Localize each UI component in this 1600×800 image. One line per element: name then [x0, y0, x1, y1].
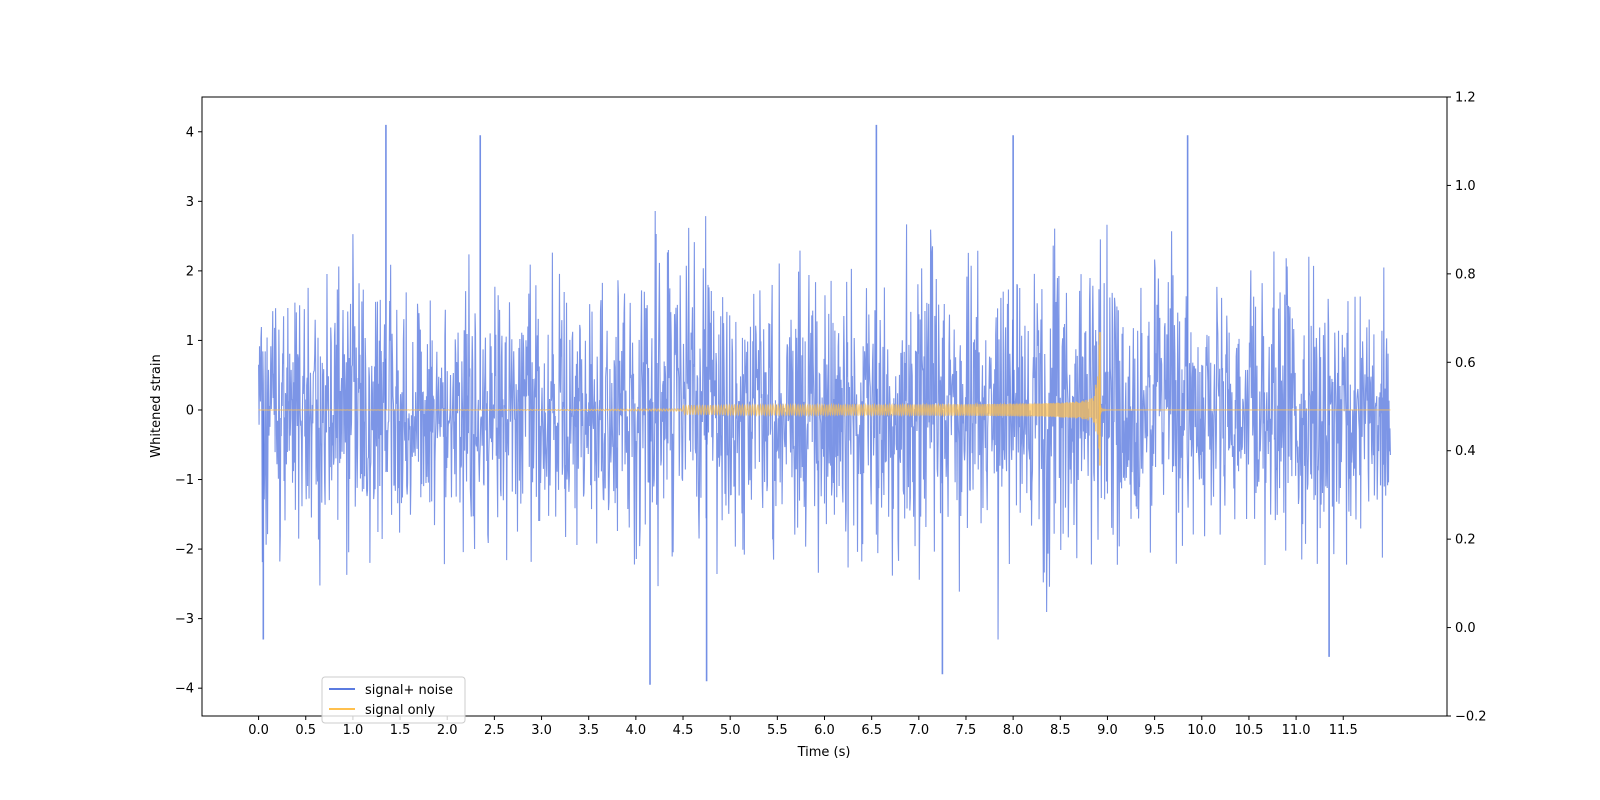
- y-axis-label: Whitened strain: [149, 354, 164, 457]
- x-tick-label: 2.5: [484, 723, 505, 738]
- x-tick-label: 6.5: [861, 723, 882, 738]
- x-tick-label: 1.5: [390, 723, 411, 738]
- series-line-signal-noise: [258, 211, 1391, 640]
- y-tick-label: −4: [175, 682, 194, 697]
- legend-box: [321, 676, 466, 724]
- x-tick-label: 8.0: [1003, 723, 1024, 738]
- x-tick-label: 5.5: [767, 723, 788, 738]
- y2-tick-label: 0.8: [1455, 267, 1476, 282]
- y2-tick-label: 0.4: [1455, 444, 1476, 459]
- y2-tick-label: 1.0: [1455, 179, 1476, 194]
- series-line-signal-only: [258, 344, 1391, 449]
- x-tick-label: 5.0: [720, 723, 741, 738]
- x-tick-label: 9.5: [1144, 723, 1165, 738]
- x-tick-label: 10.0: [1187, 723, 1216, 738]
- y-tick-label: 1: [186, 334, 194, 349]
- y2-tick-label: 0.6: [1455, 356, 1476, 371]
- x-tick-label: 11.0: [1282, 723, 1311, 738]
- x-tick-label: 8.5: [1050, 723, 1071, 738]
- legend-label-signal-only: signal only: [365, 703, 435, 718]
- x-axis-label: Time (s): [797, 745, 851, 760]
- x-tick-label: 10.5: [1234, 723, 1263, 738]
- x-tick-label: 4.5: [673, 723, 694, 738]
- y2-tick-label: 0.0: [1455, 621, 1476, 636]
- x-tick-label: 7.5: [956, 723, 977, 738]
- y-tick-label: −3: [175, 612, 194, 627]
- y-tick-label: −2: [175, 543, 194, 558]
- y-tick-label: 2: [186, 264, 194, 279]
- x-tick-label: 3.5: [578, 723, 599, 738]
- y-tick-label: −1: [175, 473, 194, 488]
- x-tick-label: 6.0: [814, 723, 835, 738]
- legend-label-signal-noise: signal+ noise: [365, 683, 453, 698]
- x-tick-label: 1.0: [343, 723, 364, 738]
- x-tick-label: 9.0: [1097, 723, 1118, 738]
- legend: signal+ noise signal only: [321, 676, 466, 724]
- x-tick-label: 0.5: [295, 723, 316, 738]
- y-axis-left: −4 −3 −2 −1 0 1 2 3 4: [175, 125, 202, 697]
- x-tick-label: 3.0: [531, 723, 552, 738]
- x-tick-label: 2.0: [437, 723, 458, 738]
- y-tick-label: 4: [186, 125, 194, 140]
- x-axis: 0.0 0.5 1.0 1.5 2.0 2.5 3.0 3.5 4.0 4.5 5.0 5.5 6.0 6…: [248, 716, 1358, 738]
- x-tick-label: 0.0: [248, 723, 269, 738]
- x-tick-label: 11.5: [1329, 723, 1358, 738]
- y2-tick-label: 0.2: [1455, 533, 1476, 548]
- y-tick-label: 3: [186, 195, 194, 210]
- y2-tick-label: 1.2: [1455, 91, 1476, 106]
- plot-area: [258, 124, 1391, 685]
- y-axis-right: −0.2 0.0 0.2 0.4 0.6 0.8 1.0 1.2: [1447, 91, 1487, 725]
- x-tick-label: 7.0: [908, 723, 929, 738]
- y2-tick-label: −0.2: [1455, 710, 1487, 725]
- x-tick-label: 4.0: [626, 723, 647, 738]
- y-tick-label: 0: [186, 403, 194, 418]
